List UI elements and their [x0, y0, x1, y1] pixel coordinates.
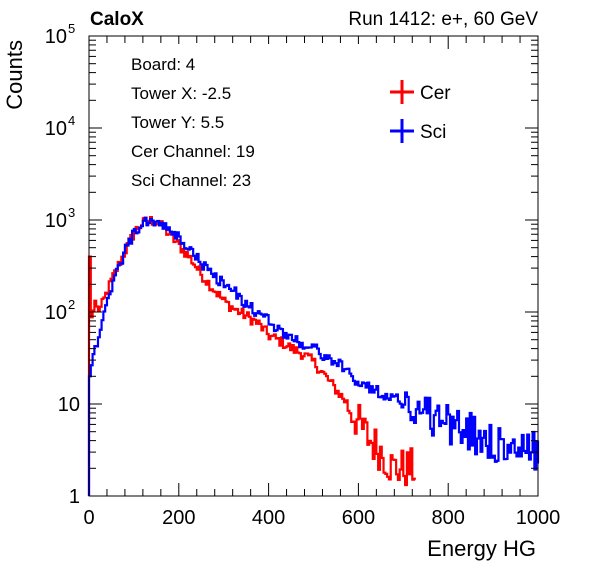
header-right-label: Run 1412: e+, 60 GeV: [348, 9, 538, 30]
legend-label-cer: Cer: [420, 83, 451, 104]
series-layer: [87, 215, 540, 496]
x-tick-label: 600: [342, 507, 375, 529]
y-tick-label: 10: [45, 26, 67, 48]
y-tick-label: 10: [45, 302, 67, 324]
y-tick-exponent: 5: [68, 21, 75, 36]
legend-label-sci: Sci: [420, 122, 446, 143]
x-tick-label: 0: [83, 507, 94, 529]
y-tick-label: 1: [69, 486, 80, 508]
info-tower-x: Tower X: -2.5: [131, 84, 231, 103]
x-tick-label: 400: [252, 507, 285, 529]
x-tick-label: 200: [162, 507, 195, 529]
header-left-label: CaloX: [90, 9, 144, 30]
y-tick-label: 10: [45, 210, 67, 232]
info-sci-channel: Sci Channel: 23: [131, 171, 251, 190]
y-tick-exponent: 2: [68, 297, 75, 312]
legend: Cer Sci: [390, 80, 451, 143]
y-tick-label: 10: [58, 394, 80, 416]
x-tick-label: 800: [432, 507, 465, 529]
legend-marker-sci: [390, 119, 414, 143]
info-box: [118, 44, 360, 200]
y-tick-exponent: 4: [68, 113, 75, 128]
x-axis-label: Energy HG: [427, 536, 536, 561]
y-axis-label: Counts: [2, 40, 27, 110]
plot-frame: [88, 35, 539, 497]
info-tower-y: Tower Y: 5.5: [131, 113, 224, 132]
series-sci: [87, 216, 540, 496]
info-cer-channel: Cer Channel: 19: [131, 142, 255, 161]
y-tick-label: 10: [45, 118, 67, 140]
x-tick-label: 1000: [516, 507, 561, 529]
y-tick-exponent: 3: [68, 205, 75, 220]
info-board: Board: 4: [131, 55, 195, 74]
legend-marker-cer: [390, 80, 414, 104]
